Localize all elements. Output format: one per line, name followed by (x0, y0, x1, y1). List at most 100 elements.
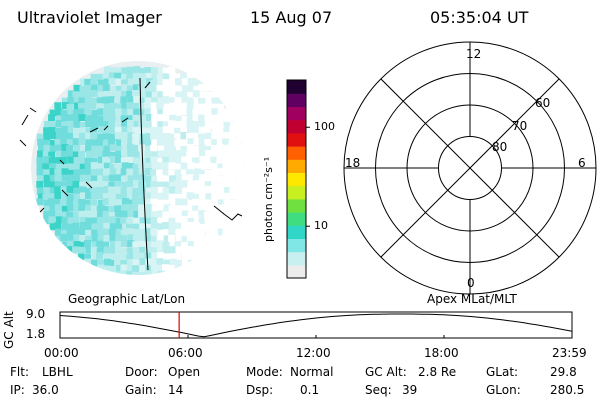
disk-pixel (42, 163, 50, 171)
disk-pixel (102, 84, 110, 92)
disk-pixel (132, 241, 140, 249)
disk-pixel (85, 204, 93, 212)
disk-pixel (54, 222, 62, 230)
disk-pixel (217, 180, 225, 188)
disk-pixel (198, 229, 206, 237)
disk-pixel (211, 181, 219, 189)
disk-pixel (156, 204, 164, 212)
colorbar-swatch (287, 264, 306, 279)
disk-pixel (211, 103, 219, 111)
disk-pixel (193, 85, 201, 93)
disk-pixel (157, 217, 165, 225)
disk-pixel (127, 109, 135, 117)
disk-pixel (139, 223, 147, 231)
disk-pixel (48, 216, 56, 224)
disk-pixel (43, 205, 51, 213)
disk-pixel (192, 157, 200, 165)
disk-pixel (138, 162, 146, 170)
disk-pixel (115, 193, 123, 201)
disk-pixel (168, 264, 176, 272)
disk-pixel (187, 259, 195, 267)
disk-pixel (150, 186, 158, 194)
disk-pixel (217, 109, 225, 117)
disk-pixel (121, 144, 129, 152)
disk-pixel (139, 151, 147, 159)
disk-pixel (223, 180, 231, 188)
disk-pixel (66, 174, 74, 182)
disk-pixel (199, 169, 207, 177)
disk-pixel (78, 204, 86, 212)
disk-pixel (193, 145, 201, 153)
gc-alt-label: GC Alt: (365, 365, 407, 379)
disk-pixel (132, 180, 140, 188)
disk-pixel (205, 96, 213, 104)
disk-pixel (61, 102, 69, 110)
disk-pixel (174, 133, 182, 141)
disk-pixel (43, 156, 51, 164)
disk-pixel (115, 139, 123, 147)
disk-pixel (150, 258, 158, 266)
disk-pixel (91, 145, 99, 153)
disk-pixel (127, 175, 135, 183)
disk-pixel (144, 97, 152, 105)
disk-pixel (223, 204, 231, 212)
disk-pixel (180, 198, 188, 206)
disk-pixel (120, 168, 128, 176)
disk-pixel (162, 108, 170, 116)
disk-pixel (174, 78, 182, 86)
disk-pixel (97, 163, 105, 171)
disk-pixel (90, 169, 98, 177)
colorbar-swatch (287, 93, 306, 107)
disk-pixel (204, 132, 212, 140)
disk-pixel (144, 270, 152, 275)
disk-pixel (211, 193, 219, 201)
disk-pixel (199, 150, 207, 158)
disk-pixel (169, 150, 177, 158)
disk-pixel (114, 241, 122, 249)
disk-pixel (85, 127, 93, 135)
disk-pixel (36, 133, 44, 141)
disk-pixel (222, 144, 230, 152)
disk-pixel (186, 144, 194, 152)
disk-pixel (228, 168, 236, 176)
disk-pixel (103, 162, 111, 170)
colorbar-swatch (287, 119, 306, 134)
disk-pixel (67, 163, 75, 171)
disk-pixel (72, 246, 80, 254)
disk-pixel (138, 90, 146, 98)
disk-pixel (228, 180, 236, 188)
coastline-segment (144, 81, 151, 89)
disk-pixel (175, 174, 183, 182)
disk-pixel (132, 157, 140, 165)
disk-pixel (222, 157, 230, 165)
disk-pixel (91, 192, 99, 200)
disk-pixel (210, 216, 218, 224)
disk-pixel (139, 73, 147, 81)
disk-pixel (217, 114, 225, 122)
disk-pixel (103, 66, 111, 74)
disk-pixel (174, 180, 182, 188)
disk-pixel (157, 108, 165, 116)
disk-pixel (192, 163, 200, 171)
disk-pixel (126, 265, 134, 273)
disk-pixel (187, 78, 195, 86)
disk-pixel (97, 228, 105, 236)
disk-pixel (181, 205, 189, 213)
disk-pixel (192, 114, 200, 122)
disk-pixel (66, 186, 74, 194)
disk-pixel (175, 85, 183, 93)
disk-pixel (78, 108, 86, 116)
disk-pixel (84, 162, 92, 170)
disk-pixel (49, 109, 57, 117)
disk-pixel (193, 103, 201, 111)
disk-pixel (133, 234, 141, 242)
disk-pixel (138, 157, 146, 165)
disk-pixel (187, 217, 195, 225)
disk-pixel (67, 90, 75, 98)
disk-pixel (109, 67, 117, 75)
disk-pixel (67, 109, 75, 117)
disk-pixel (55, 163, 63, 171)
disk-pixel (211, 187, 219, 195)
disk-pixel (163, 145, 171, 153)
disk-pixel (162, 187, 170, 195)
